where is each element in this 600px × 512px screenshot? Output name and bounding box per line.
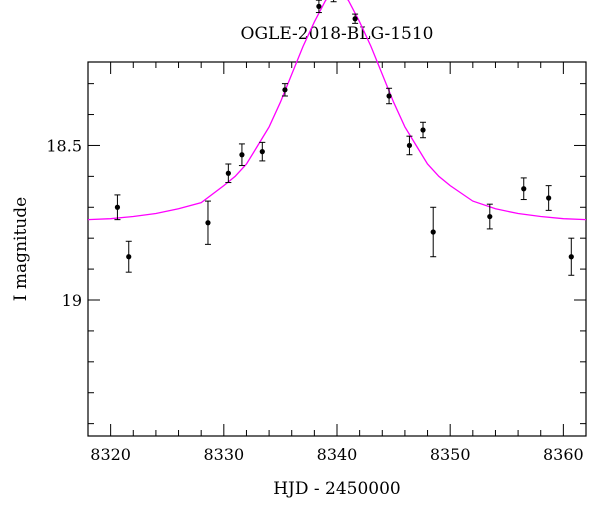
x-tick-label: 8350 <box>430 445 471 464</box>
data-point <box>406 135 413 156</box>
data-point <box>204 200 211 245</box>
data-point <box>430 206 437 258</box>
data-point-marker <box>487 213 493 220</box>
data-point <box>420 121 427 139</box>
data-point-marker <box>205 220 211 226</box>
data-point <box>545 185 552 211</box>
data-point <box>125 240 132 273</box>
data-point <box>568 237 575 276</box>
model-curve <box>87 0 587 221</box>
data-point-marker <box>352 16 358 22</box>
data-point <box>330 0 337 3</box>
x-axis-label: HJD - 2450000 <box>273 479 401 499</box>
data-point-marker <box>521 186 527 192</box>
data-point-marker <box>114 204 121 210</box>
data-point-marker <box>546 195 552 201</box>
data-point-marker <box>126 254 132 260</box>
data-point-marker <box>316 3 322 9</box>
data-point-marker <box>406 142 413 149</box>
data-point <box>281 83 288 97</box>
axis-tick-labels: 8320 8330 8340 8350 8360 18 18.5 19 <box>46 0 583 464</box>
x-tick-label: 8340 <box>317 445 358 464</box>
x-tick-label: 8320 <box>90 445 131 464</box>
data-point-marker <box>420 127 426 133</box>
data-point-marker <box>386 93 392 99</box>
data-point <box>520 177 527 201</box>
data-point-marker <box>430 229 436 235</box>
data-point <box>225 163 232 184</box>
y-tick-label: 18 <box>62 0 82 1</box>
data-point <box>114 194 121 221</box>
data-point <box>259 141 266 162</box>
data-point-marker <box>225 170 231 176</box>
y-axis-label: I magnitude <box>11 197 31 301</box>
data-point-marker <box>259 149 265 155</box>
data-point <box>386 87 393 105</box>
data-point <box>486 203 493 230</box>
y-tick-label: 18.5 <box>46 136 82 155</box>
data-point-marker <box>239 152 245 158</box>
data-point <box>352 13 359 24</box>
x-tick-label: 8360 <box>543 445 584 464</box>
y-tick-label: 19 <box>62 291 82 310</box>
data-point <box>315 0 322 14</box>
axis-ticks <box>87 62 587 436</box>
data-point-marker <box>568 254 574 260</box>
chart-title: OGLE-2018-BLG-1510 <box>241 24 434 44</box>
data-point <box>238 143 245 167</box>
data-points <box>114 0 575 276</box>
plot-frame <box>87 61 587 437</box>
data-point-marker <box>282 87 288 93</box>
x-tick-label: 8330 <box>203 445 244 464</box>
